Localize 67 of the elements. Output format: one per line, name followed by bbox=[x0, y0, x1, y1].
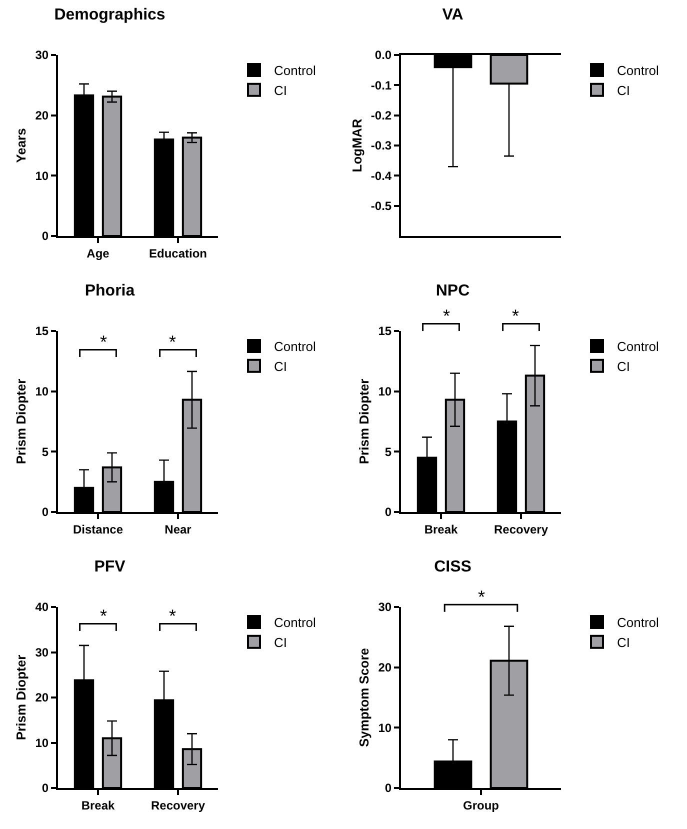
y-axis-title: Symptom Score bbox=[356, 648, 372, 747]
legend-label: Control bbox=[274, 339, 316, 354]
y-tick-label: 20 bbox=[35, 690, 49, 705]
legend-label: CI bbox=[617, 358, 630, 374]
y-tick-label: 10 bbox=[35, 384, 49, 399]
y-tick-label: 0 bbox=[384, 781, 392, 796]
y-axis-title: LogMAR bbox=[349, 118, 364, 172]
y-axis-title: Years bbox=[14, 128, 29, 163]
y-axis-title: Prism Diopter bbox=[356, 378, 372, 464]
legend-label: Control bbox=[617, 615, 660, 630]
legend-label: CI bbox=[274, 634, 287, 650]
x-tick-label: Break bbox=[424, 522, 458, 536]
x-tick-label: Recovery bbox=[494, 522, 548, 536]
y-tick-label: 0 bbox=[42, 781, 49, 796]
chart-title: Demographics bbox=[54, 6, 166, 24]
legend-label: CI bbox=[617, 82, 630, 98]
y-tick-label: -0.3 bbox=[370, 138, 392, 153]
legend-label: Control bbox=[274, 615, 316, 630]
text: * bbox=[443, 306, 450, 326]
y-tick-label: 0 bbox=[42, 505, 49, 520]
annotation: * bbox=[169, 332, 176, 352]
y-tick-label: -0.2 bbox=[370, 108, 392, 123]
y-axis-title: Prism Diopter bbox=[14, 654, 29, 740]
y-tick-label: -0.5 bbox=[370, 199, 392, 214]
chart-title: CISS bbox=[434, 558, 472, 576]
legend-label: Control bbox=[617, 339, 660, 354]
y-tick-label: 20 bbox=[35, 108, 49, 123]
y-tick-label: 10 bbox=[35, 736, 49, 750]
chart-title: NPC bbox=[436, 282, 470, 300]
y-tick-label: 10 bbox=[35, 168, 49, 183]
legend-label: CI bbox=[274, 358, 287, 374]
y-tick-label: 30 bbox=[378, 600, 392, 614]
x-tick-label: Near bbox=[164, 522, 192, 536]
y-tick-label: -0.4 bbox=[370, 168, 392, 183]
x-tick-label: Recovery bbox=[150, 798, 206, 812]
chart-title: VA bbox=[442, 6, 464, 24]
legend-label: CI bbox=[617, 634, 630, 650]
y-tick-label: 30 bbox=[35, 48, 49, 62]
y-tick-label: 0 bbox=[42, 229, 49, 244]
y-tick-label: 40 bbox=[35, 600, 49, 614]
text: * bbox=[512, 306, 520, 326]
annotation: * bbox=[169, 606, 176, 626]
x-tick-label: Group bbox=[463, 798, 499, 812]
y-tick-label: 0 bbox=[384, 505, 392, 520]
y-tick-label: 15 bbox=[35, 324, 49, 338]
y-tick-label: 20 bbox=[378, 660, 392, 675]
y-tick-label: 0.0 bbox=[374, 48, 392, 62]
annotation: * bbox=[100, 332, 108, 352]
legend-label: Control bbox=[617, 63, 660, 78]
y-tick-label: 5 bbox=[384, 444, 392, 459]
x-tick-label: Break bbox=[81, 798, 116, 812]
y-tick-label: 5 bbox=[42, 444, 49, 459]
y-tick-label: -0.1 bbox=[370, 78, 392, 92]
y-tick-label: 15 bbox=[378, 324, 392, 338]
annotation: * bbox=[100, 606, 108, 626]
y-tick-label: 10 bbox=[378, 720, 392, 735]
chart-title: Phoria bbox=[84, 282, 135, 300]
y-axis-title: Prism Diopter bbox=[14, 378, 29, 464]
legend-label: Control bbox=[274, 63, 316, 78]
x-tick-label: Distance bbox=[72, 522, 124, 536]
x-tick-label: Education bbox=[148, 246, 208, 260]
y-tick-label: 10 bbox=[378, 384, 392, 399]
chart-title: PFV bbox=[94, 558, 126, 576]
legend-label: CI bbox=[274, 82, 287, 98]
x-tick-label: Age bbox=[86, 246, 110, 260]
annotation: * bbox=[478, 587, 486, 607]
y-tick-label: 30 bbox=[35, 645, 49, 660]
